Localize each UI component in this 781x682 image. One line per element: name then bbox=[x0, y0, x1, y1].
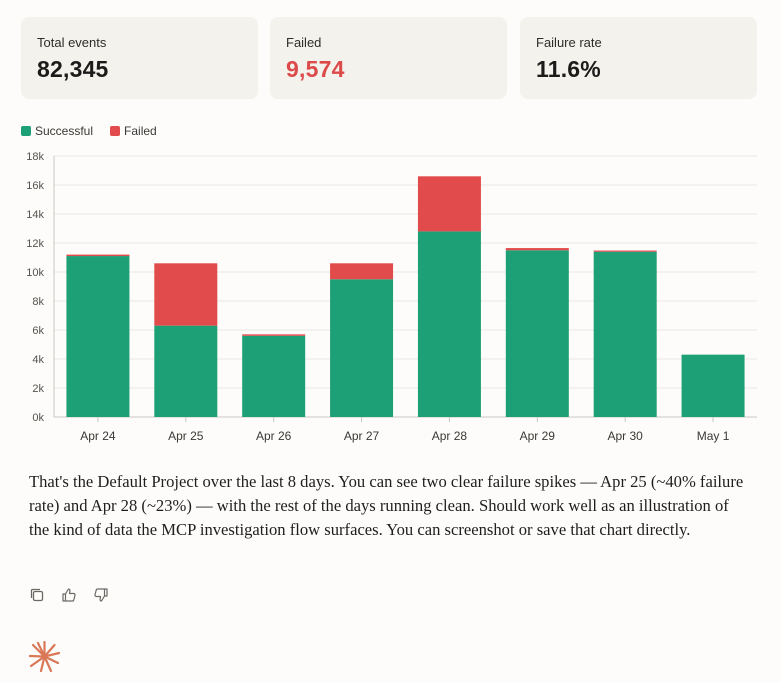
y-tick-label: 12k bbox=[26, 238, 44, 250]
stat-value: 11.6% bbox=[536, 56, 601, 82]
legend-swatch-failed bbox=[110, 126, 121, 136]
bar-successful-apr-24 bbox=[66, 256, 130, 417]
stat-value: 82,345 bbox=[37, 56, 109, 82]
stat-label: Failed bbox=[286, 35, 322, 50]
bar-failed-apr-24 bbox=[66, 254, 130, 257]
x-tick-label: May 1 bbox=[697, 429, 730, 443]
y-tick-label: 18k bbox=[26, 151, 44, 163]
bar-successful-apr-28 bbox=[417, 231, 481, 417]
y-tick-label: 16k bbox=[26, 180, 44, 192]
x-tick-label: Apr 24 bbox=[80, 429, 116, 443]
stats-row: Total events 82,345 Failed 9,574 Failure… bbox=[21, 17, 757, 99]
bar-failed-apr-28 bbox=[417, 176, 481, 232]
bar-failed-apr-30 bbox=[593, 250, 657, 252]
legend-swatch-successful bbox=[21, 126, 31, 136]
message-actions bbox=[28, 586, 124, 604]
stat-card-failure-rate: Failure rate 11.6% bbox=[520, 17, 757, 99]
stat-card-failed: Failed 9,574 bbox=[270, 17, 507, 99]
thumbs-up-button[interactable] bbox=[60, 586, 78, 604]
x-tick-label: Apr 29 bbox=[520, 429, 556, 443]
y-tick-label: 0k bbox=[32, 412, 44, 424]
legend-item-successful: Successful bbox=[21, 124, 93, 138]
copy-icon bbox=[30, 588, 44, 602]
bar-failed-apr-29 bbox=[505, 248, 569, 251]
x-tick-label: Apr 25 bbox=[168, 429, 204, 443]
assistant-message: That's the Default Project over the last… bbox=[29, 472, 744, 539]
bar-successful-apr-27 bbox=[330, 279, 394, 417]
thumbs-down-button[interactable] bbox=[92, 586, 110, 604]
copy-button[interactable] bbox=[28, 586, 46, 604]
bar-successful-apr-29 bbox=[505, 250, 569, 417]
stat-value: 9,574 bbox=[286, 56, 345, 82]
x-tick-label: Apr 27 bbox=[344, 429, 380, 443]
bar-failed-apr-26 bbox=[242, 334, 306, 336]
stat-label: Total events bbox=[37, 35, 107, 50]
legend-label: Successful bbox=[35, 124, 94, 138]
y-tick-label: 6k bbox=[32, 325, 44, 337]
y-tick-label: 10k bbox=[26, 267, 44, 279]
bar-successful-may-1 bbox=[681, 354, 745, 417]
y-tick-label: 8k bbox=[32, 296, 44, 308]
x-tick-label: Apr 30 bbox=[608, 429, 644, 443]
bar-failed-apr-27 bbox=[330, 263, 394, 280]
legend-label: Failed bbox=[124, 124, 157, 138]
bar-failed-apr-25 bbox=[154, 263, 218, 326]
sparkle-logo-icon bbox=[28, 640, 61, 673]
chart-legend: Successful Failed bbox=[21, 124, 174, 138]
y-tick-label: 2k bbox=[32, 383, 44, 395]
bar-successful-apr-30 bbox=[593, 251, 657, 417]
thumbs-down-icon bbox=[94, 588, 108, 602]
stat-label: Failure rate bbox=[536, 35, 602, 50]
bar-successful-apr-26 bbox=[242, 335, 306, 417]
stacked-bar-chart: 0k 2k 4k 6k 8k 10k 12k 14k 16k 18k Apr 24 Apr 25 Apr… bbox=[26, 151, 757, 443]
bar-successful-apr-25 bbox=[154, 325, 218, 417]
legend-item-failed: Failed bbox=[110, 124, 157, 138]
stat-card-total-events: Total events 82,345 bbox=[21, 17, 258, 99]
x-tick-label: Apr 28 bbox=[432, 429, 468, 443]
y-tick-label: 14k bbox=[26, 209, 44, 221]
x-tick-label: Apr 26 bbox=[256, 429, 292, 443]
thumbs-up-icon bbox=[62, 588, 76, 602]
y-tick-label: 4k bbox=[32, 354, 44, 366]
